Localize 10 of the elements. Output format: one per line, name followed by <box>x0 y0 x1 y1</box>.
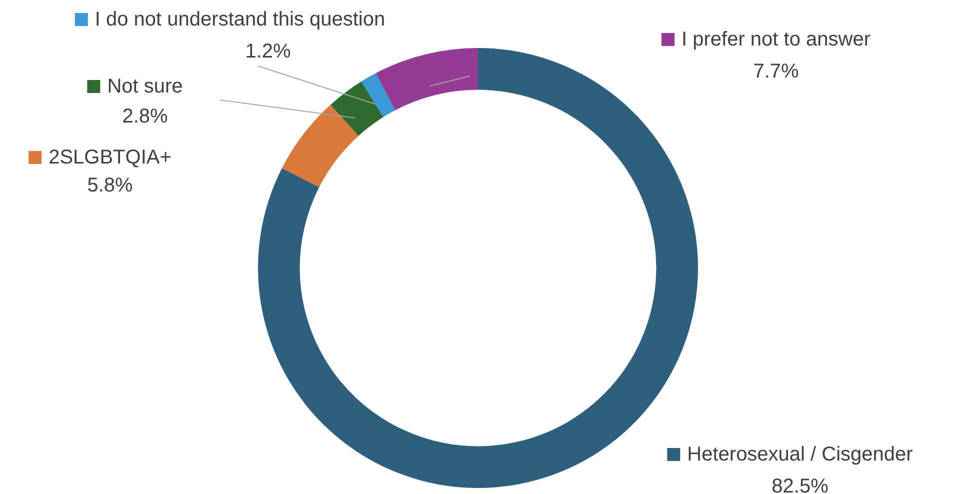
data-label: 2.8% <box>122 106 168 128</box>
data-label: 5.8% <box>87 174 134 197</box>
legend-label: I prefer not to answer <box>682 28 871 51</box>
data-label: 7.7% <box>753 60 800 83</box>
legend-label: Not sure <box>107 76 183 98</box>
data-label: 82.5% <box>772 476 829 494</box>
legend-label: Heterosexual / Cisgender <box>687 444 914 466</box>
legend-label: 2SLGBTQIA+ <box>48 146 172 169</box>
legend-label: I do not understand this question <box>94 8 386 31</box>
data-label: 1.2% <box>245 40 292 63</box>
